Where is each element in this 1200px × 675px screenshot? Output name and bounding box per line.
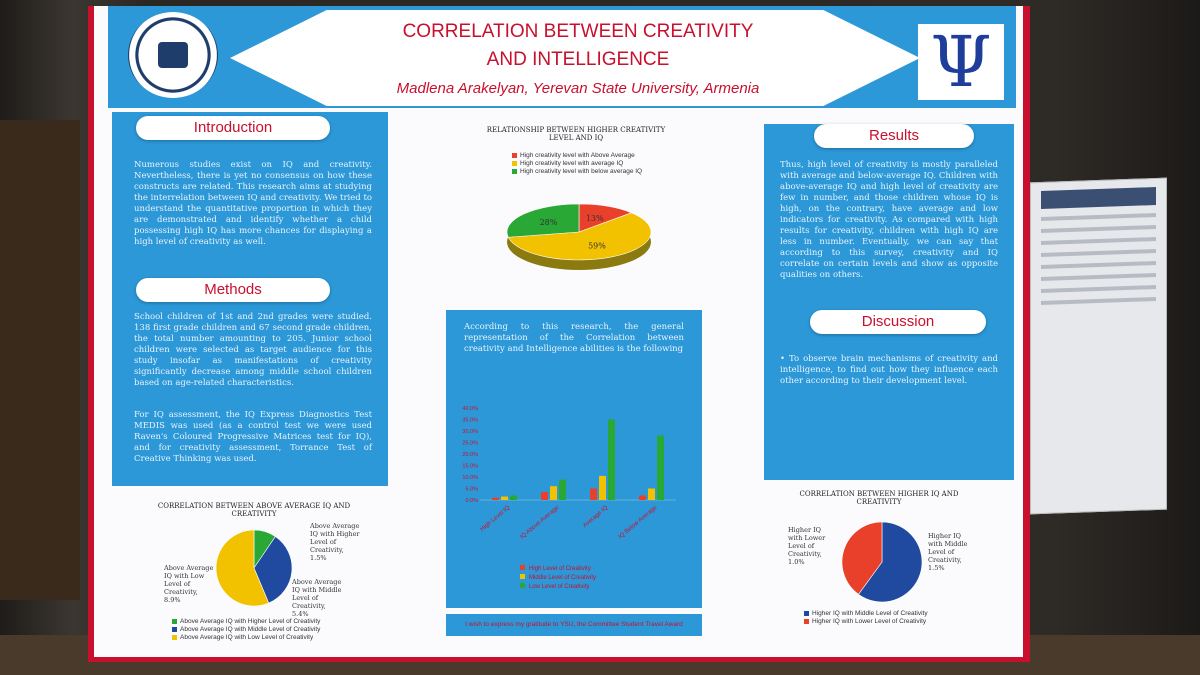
bar bbox=[559, 479, 566, 500]
bar bbox=[657, 435, 664, 500]
intro-text: Numerous studies exist on IQ and creativ… bbox=[134, 160, 372, 247]
pie1-chart: 13% 59% 28% bbox=[506, 203, 652, 270]
y-tick-label: 0.0% bbox=[465, 498, 478, 504]
bar bbox=[608, 419, 615, 500]
legend-label: Middle Level of Creativity bbox=[529, 575, 596, 581]
poster-author: Madlena Arakelyan, Yerevan State Univers… bbox=[396, 80, 760, 97]
bar bbox=[550, 486, 557, 500]
bar bbox=[590, 488, 597, 500]
y-tick-label: 35.0% bbox=[462, 418, 478, 424]
bar-chart: 0.0% 5.0% 10.0% 15.0% 20.0% 25.0% 30.0% 35.0% 40… bbox=[462, 406, 676, 590]
center-text: According to this research, the general … bbox=[464, 322, 684, 354]
university-seal-icon bbox=[128, 12, 218, 98]
pie2-title: CORRELATION BETWEEN ABOVE AVERAGE IQ AND… bbox=[157, 502, 351, 518]
results-text: Thus, high level of creativity is mostly… bbox=[780, 160, 998, 280]
left-panel: Numerous studies exist on IQ and creativ… bbox=[112, 112, 388, 486]
pie-slice bbox=[507, 212, 652, 261]
pie3-legend: Higher IQ with Middle Level of Creativit… bbox=[804, 610, 928, 626]
x-tick-label: High Level IQ bbox=[480, 505, 512, 533]
title-banner bbox=[230, 10, 920, 106]
y-tick-label: 40.0% bbox=[462, 406, 478, 412]
discussion-bullet: To observe brain mechanisms of creativit… bbox=[780, 354, 998, 386]
bar bbox=[599, 475, 606, 500]
pie-slice bbox=[841, 521, 883, 595]
acknowledgement: I wish to express my gratitude to YSU, t… bbox=[446, 614, 702, 636]
pie3-title: CORRELATION BETWEEN HIGHER IQ AND CREATI… bbox=[799, 490, 959, 506]
pie3-legend-item: Higher IQ with Lower Level of Creativity bbox=[804, 618, 928, 626]
pie3-label: Higher IQ with Middle Level of Creativit… bbox=[928, 532, 968, 572]
methods-text-1: School children of 1st and 2nd grades we… bbox=[134, 312, 372, 388]
pie2-legend-item: Above Average IQ with Higher Level of Cr… bbox=[172, 618, 320, 626]
x-tick-label: Average IQ bbox=[582, 505, 609, 529]
results-heading: Results bbox=[814, 124, 974, 148]
bar bbox=[648, 488, 655, 500]
pie2-legend-item: Above Average IQ with Low Level of Creat… bbox=[172, 634, 320, 642]
x-tick-label: IQ Above Average bbox=[519, 505, 560, 541]
psi-logo-icon: Ψ bbox=[918, 24, 1004, 100]
pie2-chart bbox=[215, 529, 293, 607]
pie-slice-label: 59% bbox=[588, 242, 606, 251]
poster-title: CORRELATION BETWEEN CREATIVITY AND INTEL… bbox=[368, 18, 788, 74]
bar bbox=[492, 497, 499, 500]
left-board bbox=[0, 120, 80, 600]
pie3-chart bbox=[841, 521, 923, 603]
pie-slice bbox=[578, 203, 633, 233]
pie1-legend: High creativity level with Above Average… bbox=[512, 152, 642, 176]
pie2-label: Above Average IQ with Higher Level of Cr… bbox=[310, 522, 360, 562]
y-tick-label: 15.0% bbox=[462, 464, 478, 470]
pie3-legend-item: Higher IQ with Middle Level of Creativit… bbox=[804, 610, 928, 618]
pie-slice-label: 28% bbox=[540, 218, 558, 227]
discussion-text: • To observe brain mechanisms of creativ… bbox=[780, 354, 998, 386]
y-tick-label: 5.0% bbox=[465, 487, 478, 493]
bar bbox=[541, 491, 548, 500]
bar bbox=[639, 495, 646, 500]
background-poster bbox=[1030, 177, 1167, 515]
title-line-2: AND INTELLIGENCE bbox=[486, 49, 670, 70]
pie-slice bbox=[253, 536, 293, 604]
y-tick-label: 20.0% bbox=[462, 452, 478, 458]
pie2-label: Above Average IQ with Middle Level of Cr… bbox=[292, 578, 342, 618]
pie-slice bbox=[215, 529, 270, 607]
introduction-heading: Introduction bbox=[136, 116, 330, 140]
discussion-heading: Discussion bbox=[810, 310, 986, 334]
title-line-1: CORRELATION BETWEEN CREATIVITY bbox=[402, 21, 754, 42]
methods-heading: Methods bbox=[136, 278, 330, 302]
bar bbox=[510, 495, 517, 500]
y-tick-label: 10.0% bbox=[462, 475, 478, 481]
pie3-label: Higher IQ with Lower Level of Creativity… bbox=[788, 526, 826, 566]
pie2-legend-item: Above Average IQ with Middle Level of Cr… bbox=[172, 626, 320, 634]
pie1-legend-item: High creativity level with below average… bbox=[512, 168, 642, 176]
legend-label: Low Level of Creativity bbox=[529, 584, 589, 590]
pie1-title: RELATIONSHIP BETWEEN HIGHER CREATIVITY L… bbox=[486, 126, 666, 142]
poster-header: CORRELATION BETWEEN CREATIVITY AND INTEL… bbox=[108, 6, 1016, 108]
pie-slice bbox=[506, 203, 580, 238]
pie2-legend: Above Average IQ with Higher Level of Cr… bbox=[172, 618, 320, 642]
pie2-label: Above Average IQ with Low Level of Creat… bbox=[164, 564, 214, 604]
x-tick-label: IQ Below Average bbox=[618, 505, 659, 541]
legend-label: High Level of Creativity bbox=[529, 566, 591, 572]
right-panel: Thus, high level of creativity is mostly… bbox=[764, 124, 1014, 480]
pie1-legend-item: High creativity level with Above Average bbox=[512, 152, 642, 160]
pie-slice bbox=[858, 521, 923, 603]
y-tick-label: 30.0% bbox=[462, 429, 478, 435]
y-tick-label: 25.0% bbox=[462, 441, 478, 447]
bar bbox=[501, 496, 508, 500]
methods-text-2: For IQ assessment, the IQ Express Diagno… bbox=[134, 410, 372, 464]
pie-slice-label: 13% bbox=[586, 214, 604, 223]
research-poster: CORRELATION BETWEEN CREATIVITY AND INTEL… bbox=[88, 6, 1030, 662]
pie1-legend-item: High creativity level with average IQ bbox=[512, 160, 642, 168]
